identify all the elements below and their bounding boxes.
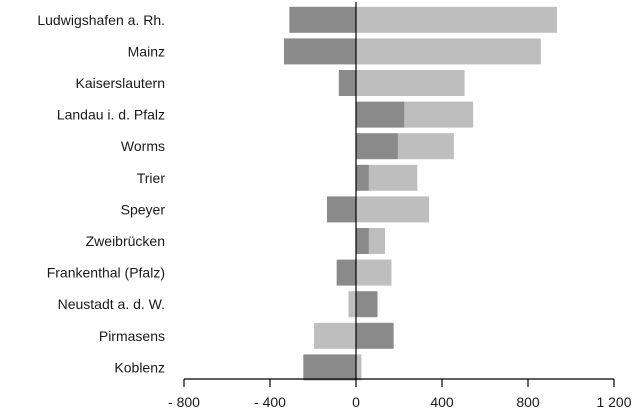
bar-1-6: [326, 196, 356, 223]
bar-1-2: [338, 70, 356, 96]
bar-2-11: [356, 354, 362, 381]
bar-2-1: [356, 38, 541, 65]
bar-2-0: [356, 6, 558, 33]
x-tick-label: 400: [430, 394, 454, 410]
bar-2-9: [348, 291, 356, 318]
bar-1-4: [356, 133, 398, 160]
bar-2-4: [397, 133, 454, 160]
bars-layer: [283, 6, 558, 381]
bar-1-9: [356, 291, 378, 318]
category-label: Neustadt a. d. W.: [58, 296, 165, 312]
category-label: Frankenthal (Pfalz): [47, 265, 165, 281]
bar-1-1: [283, 38, 356, 65]
x-tick-label: - 400: [254, 394, 286, 410]
category-label: Landau i. d. Pfalz: [57, 107, 165, 123]
category-label: Speyer: [121, 201, 166, 217]
bar-1-8: [336, 259, 356, 286]
category-label: Trier: [137, 170, 166, 186]
x-tick-label: 1 200: [596, 394, 631, 410]
bar-1-10: [356, 322, 394, 349]
x-axis: - 800 - 400 0 400 800 1 200: [168, 2, 632, 410]
bar-1-0: [289, 6, 356, 33]
bar-2-3: [404, 101, 474, 128]
x-tick-label: 0: [352, 394, 360, 410]
bar-2-5: [368, 164, 418, 191]
category-label: Zweibrücken: [86, 233, 165, 249]
category-label: Ludwigshafen a. Rh.: [37, 12, 165, 28]
bar-1-7: [356, 228, 369, 254]
bar-2-6: [356, 196, 430, 223]
bar-1-11: [303, 354, 356, 381]
bar-1-5: [356, 164, 369, 191]
category-label: Worms: [121, 138, 165, 154]
category-label: Mainz: [128, 43, 165, 59]
x-tick-label: - 800: [168, 394, 200, 410]
bar-2-2: [356, 70, 465, 96]
category-label: Pirmasens: [99, 328, 165, 344]
bar-2-10: [314, 322, 356, 349]
bar-1-3: [356, 101, 405, 128]
category-labels: Ludwigshafen a. Rh. Mainz Kaiserslautern La…: [37, 12, 165, 376]
category-label: Koblenz: [114, 359, 165, 375]
bar-2-8: [356, 259, 392, 286]
category-label: Kaiserslautern: [76, 75, 166, 91]
x-tick-label: 800: [516, 394, 540, 410]
bar-2-7: [368, 228, 386, 254]
